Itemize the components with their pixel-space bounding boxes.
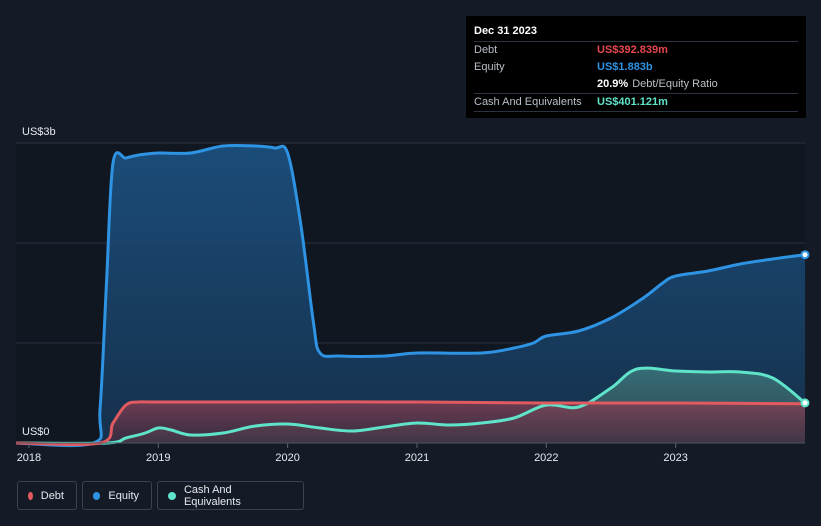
x-axis-ticks: 2018 2019 2020 2021 2022 2023 (17, 443, 688, 464)
legend-equity-label: Equity (108, 489, 139, 502)
x-tick-label: 2020 (275, 452, 299, 464)
tooltip-ratio-value: 20.9% (597, 78, 629, 90)
tooltip-row-equity: Equity US$1.883b (474, 59, 798, 76)
cash-and-equivalents-line (15, 366, 806, 445)
tooltip-debt-label: Debt (474, 44, 498, 56)
tooltip-cash-value: US$401.121m (597, 96, 668, 108)
tooltip-cash-label: Cash And Equivalents (474, 96, 582, 108)
tooltip-bottom-rule (474, 111, 798, 113)
series-end-markers (800, 250, 810, 408)
debt-dot-icon (28, 491, 33, 500)
tooltip-row-cash: Cash And Equivalents US$401.121m (474, 93, 798, 111)
tooltip-date: Dec 31 2023 (474, 25, 537, 37)
cash-dot-icon (168, 491, 176, 500)
debt-line (15, 400, 806, 446)
tooltip-panel: Dec 31 2023 Debt US$392.839m Equity US$1… (466, 16, 806, 118)
equity-end-marker (800, 250, 810, 260)
legend-debt-label: Debt (40, 489, 64, 502)
legend-item-debt[interactable]: Debt (17, 481, 77, 510)
cash-and-equivalents-end-marker (800, 398, 810, 408)
x-tick-label: 2022 (534, 452, 558, 464)
tooltip-equity-value: US$1.883b (597, 61, 653, 73)
tooltip-row-ratio: 20.9% Debt/Equity Ratio (474, 76, 798, 93)
tooltip-row-debt: Debt US$392.839m (474, 41, 798, 59)
tooltip-equity-label: Equity (474, 61, 505, 73)
equity-area (16, 145, 805, 446)
tooltip-ratio-label (474, 76, 597, 93)
equity-dot-icon (93, 491, 101, 500)
y-axis-top-label: US$3b (22, 126, 56, 138)
legend-cash-label: Cash And Equivalents (183, 483, 241, 508)
tooltip-ratio-suffix: Debt/Equity Ratio (632, 78, 718, 90)
y-axis-bottom-label: US$0 (22, 426, 50, 438)
series-lines (15, 143, 806, 448)
x-tick-label: 2023 (663, 452, 687, 464)
equity-line (15, 143, 806, 448)
legend-item-cash[interactable]: Cash And Equivalents (157, 481, 304, 510)
x-tick-label: 2018 (17, 452, 41, 464)
x-tick-label: 2019 (146, 452, 170, 464)
x-tick-label: 2021 (405, 452, 429, 464)
legend-item-equity[interactable]: Equity (82, 481, 152, 510)
tooltip-debt-value: US$392.839m (597, 44, 668, 56)
